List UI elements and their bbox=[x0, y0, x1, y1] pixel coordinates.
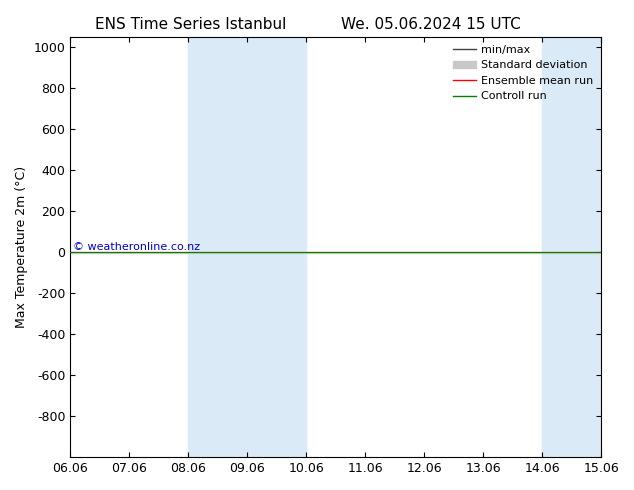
Text: ENS Time Series Istanbul: ENS Time Series Istanbul bbox=[94, 17, 286, 32]
Text: © weatheronline.co.nz: © weatheronline.co.nz bbox=[74, 242, 200, 252]
Legend: min/max, Standard deviation, Ensemble mean run, Controll run: min/max, Standard deviation, Ensemble me… bbox=[449, 40, 598, 106]
Text: We. 05.06.2024 15 UTC: We. 05.06.2024 15 UTC bbox=[341, 17, 521, 32]
Bar bbox=[542, 37, 601, 457]
Bar bbox=[188, 37, 306, 457]
Title: ENS Time Series Istanbul      We. 05.06.2024 15 UTC: ENS Time Series Istanbul We. 05.06.2024 … bbox=[0, 489, 1, 490]
Y-axis label: Max Temperature 2m (°C): Max Temperature 2m (°C) bbox=[15, 166, 28, 328]
